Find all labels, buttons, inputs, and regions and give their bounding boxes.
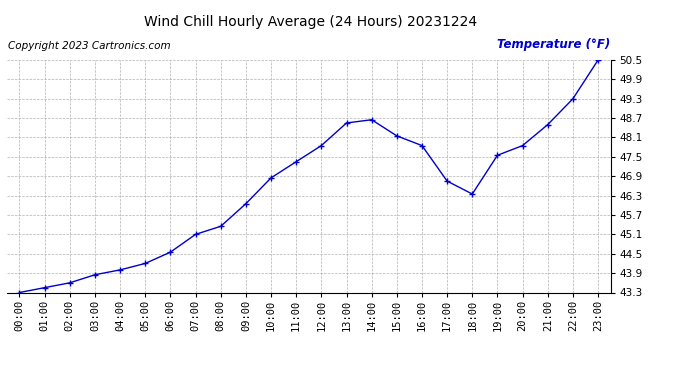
- Text: Wind Chill Hourly Average (24 Hours) 20231224: Wind Chill Hourly Average (24 Hours) 202…: [144, 15, 477, 29]
- Text: Temperature (°F): Temperature (°F): [497, 38, 611, 51]
- Text: Copyright 2023 Cartronics.com: Copyright 2023 Cartronics.com: [8, 41, 170, 51]
